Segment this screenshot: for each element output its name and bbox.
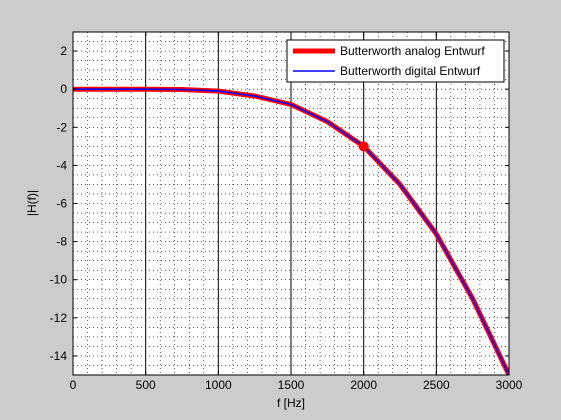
cutoff-marker [358, 141, 369, 152]
y-tick-label-8: -14 [50, 349, 68, 363]
y-tick-label-3: -4 [56, 158, 67, 172]
y-tick-label-5: -8 [56, 235, 67, 249]
x-tick-label-4: 2000 [350, 378, 377, 392]
tick-labels: 0 500 1000 1500 2000 2500 3000 2 0 -2 -4 -6 -8 -10 -12… [50, 44, 523, 392]
legend-label-digital: Butterworth digital Entwurf [340, 64, 481, 78]
y-tick-label-6: -10 [50, 273, 68, 287]
y-tick-label-7: -12 [50, 311, 68, 325]
y-tick-label-1: 0 [60, 82, 67, 96]
series-layer [73, 86, 509, 375]
x-tick-label-0: 0 [70, 378, 77, 392]
y-tick-label-4: -6 [56, 197, 67, 211]
y-tick-label-0: 2 [60, 44, 67, 58]
legend: Butterworth analog Entwurf Butterworth d… [286, 39, 505, 83]
legend-box [286, 39, 505, 83]
ticks [72, 32, 510, 375]
x-tick-label-6: 3000 [496, 378, 523, 392]
x-tick-label-1: 500 [136, 378, 156, 392]
x-tick-label-2: 1000 [205, 378, 232, 392]
x-tick-label-5: 2500 [423, 378, 450, 392]
y-axis-label: |H(f)| [25, 190, 39, 216]
legend-label-analog: Butterworth analog Entwurf [340, 44, 485, 58]
series-line-1 [73, 88, 509, 375]
x-tick-label-3: 1500 [278, 378, 305, 392]
y-tick-label-2: -2 [56, 120, 67, 134]
x-axis-label: f [Hz] [277, 396, 305, 410]
